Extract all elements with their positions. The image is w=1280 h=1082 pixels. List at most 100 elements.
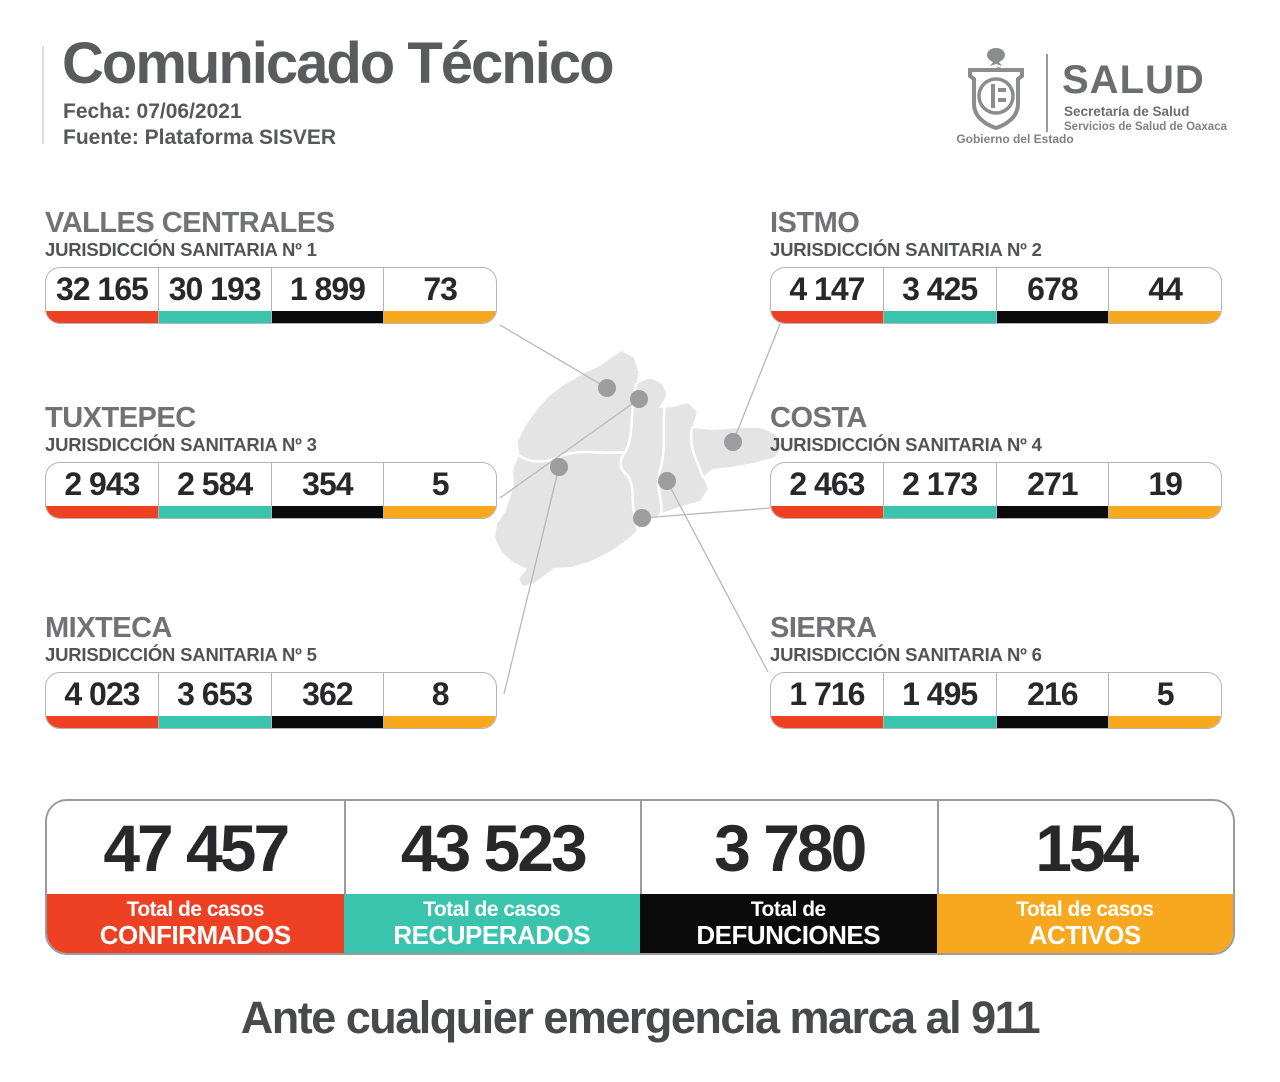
label-line-1: Total de casos: [126, 897, 265, 921]
label-line-2: RECUPERADOS: [393, 919, 591, 950]
region-jurisdiction: JURISDICCIÓN SANITARIA Nº 6: [770, 644, 1042, 665]
region-stats-table: 4 023 3 653 362 8: [45, 672, 497, 729]
region-name: COSTA: [770, 402, 867, 434]
recovered-value: 1 495: [902, 676, 978, 712]
deaths-color-bar: [996, 311, 1109, 323]
crest-caption: Gobierno del Estado: [956, 132, 1074, 146]
confirmed-cell: 1 716: [771, 673, 883, 728]
active-cell: 44: [1108, 268, 1221, 323]
region-jurisdiction: JURISDICCIÓN SANITARIA Nº 4: [770, 434, 1042, 455]
total-deaths-value: 3 780: [640, 801, 937, 894]
region-jurisdiction: JURISDICCIÓN SANITARIA Nº 5: [45, 644, 317, 665]
region-name: ISTMO: [770, 207, 860, 239]
region-stats-table: 1 716 1 495 216 5: [770, 672, 1222, 729]
region-name: VALLES CENTRALES: [45, 207, 335, 239]
active-cell: 5: [1108, 673, 1221, 728]
active-value: 19: [1148, 466, 1183, 502]
recovered-color-bar: [883, 716, 996, 728]
confirmed-value: 1 716: [789, 676, 865, 712]
recovered-color-bar: [883, 506, 996, 518]
deaths-cell: 678: [995, 268, 1109, 323]
connector-lines: [499, 323, 781, 695]
confirmed-cell: 2 463: [771, 463, 883, 518]
active-value: 8: [431, 676, 450, 712]
deaths-color-bar: [271, 716, 384, 728]
deaths-cell: 216: [995, 673, 1109, 728]
active-color-bar: [1109, 716, 1221, 728]
label-line-2: CONFIRMADOS: [99, 919, 291, 950]
active-color-bar: [1109, 506, 1221, 518]
state-crest-icon: [968, 48, 1024, 131]
deaths-color-bar: [996, 716, 1109, 728]
region-card-costa: COSTA JURISDICCIÓN SANITARIA Nº 4 2 463 …: [770, 403, 1222, 519]
oaxaca-state-silhouette: [495, 351, 782, 586]
total-confirmed-label: Total de casos CONFIRMADOS: [47, 894, 344, 953]
region-card-mixteca: MIXTECA JURISDICCIÓN SANITARIA Nº 5 4 02…: [45, 613, 497, 729]
total-active-label: Total de casos ACTIVOS: [936, 894, 1233, 953]
recovered-color-bar: [158, 716, 271, 728]
deaths-value: 354: [302, 466, 353, 502]
region-card-istmo: ISTMO JURISDICCIÓN SANITARIA Nº 2 4 147 …: [770, 208, 1222, 324]
region-name: TUXTEPEC: [45, 402, 196, 434]
label-line-1: Total de casos: [423, 897, 561, 921]
deaths-value: 362: [302, 676, 353, 712]
active-cell: 73: [383, 268, 496, 323]
recovered-cell: 1 495: [882, 673, 996, 728]
recovered-cell: 3 425: [882, 268, 996, 323]
region-stats-table: 4 147 3 425 678 44: [770, 267, 1222, 324]
label-line-2: DEFUNCIONES: [696, 919, 881, 950]
label-line-2: ACTIVOS: [1028, 919, 1142, 950]
region-card-valles-centrales: VALLES CENTRALES JURISDICCIÓN SANITARIA …: [45, 208, 497, 324]
recovered-cell: 30 193: [157, 268, 271, 323]
recovered-value: 3 425: [902, 271, 978, 307]
deaths-color-bar: [271, 311, 384, 323]
label-line-1: Total de casos: [1016, 897, 1154, 921]
region-stats-table: 2 463 2 173 271 19: [770, 462, 1222, 519]
region-jurisdiction: JURISDICCIÓN SANITARIA Nº 2: [770, 239, 1042, 260]
confirmed-value: 2 463: [789, 466, 865, 502]
report-source: Fuente: Plataforma SISVER: [63, 126, 337, 149]
active-value: 44: [1148, 271, 1183, 307]
confirmed-value: 4 147: [789, 271, 865, 307]
confirmed-color-bar: [771, 506, 883, 518]
logo-brand: SALUD: [1062, 58, 1205, 102]
confirmed-color-bar: [771, 311, 883, 323]
total-recovered-label: Total de casos RECUPERADOS: [343, 894, 640, 953]
confirmed-color-bar: [46, 716, 158, 728]
salud-logo: Gobierno del Estado SALUD Secretaría de …: [940, 44, 1240, 154]
active-color-bar: [384, 506, 496, 518]
deaths-value: 216: [1027, 676, 1078, 712]
deaths-value: 678: [1027, 271, 1078, 307]
active-cell: 8: [383, 673, 496, 728]
confirmed-value: 4 023: [64, 676, 140, 712]
report-date: Fecha: 07/06/2021: [63, 100, 242, 123]
total-recovered-value: 43 523: [343, 801, 641, 894]
region-card-sierra: SIERRA JURISDICCIÓN SANITARIA Nº 6 1 716…: [770, 613, 1222, 729]
deaths-cell: 271: [995, 463, 1109, 518]
recovered-value: 30 193: [168, 271, 262, 307]
region-name: MIXTECA: [45, 612, 173, 644]
logo-subtitle-2: Servicios de Salud de Oaxaca: [1064, 121, 1227, 133]
recovered-value: 2 173: [902, 466, 978, 502]
label-line-1: Total de: [750, 897, 826, 921]
region-stats-table: 32 165 30 193 1 899 73: [45, 267, 497, 324]
logo-subtitle-1: Secretaría de Salud: [1064, 104, 1190, 119]
confirmed-cell: 4 147: [771, 268, 883, 323]
region-jurisdiction: JURISDICCIÓN SANITARIA Nº 3: [45, 434, 317, 455]
active-color-bar: [384, 311, 496, 323]
active-value: 73: [423, 271, 458, 307]
recovered-value: 2 584: [177, 466, 253, 502]
logo-divider: [1046, 54, 1048, 132]
active-color-bar: [1109, 311, 1221, 323]
total-active-value: 154: [936, 801, 1234, 894]
region-stats-table: 2 943 2 584 354 5: [45, 462, 497, 519]
active-cell: 19: [1108, 463, 1221, 518]
jurisdiction-dots: [550, 379, 742, 527]
recovered-cell: 3 653: [157, 673, 271, 728]
confirmed-cell: 32 165: [46, 268, 158, 323]
recovered-color-bar: [158, 506, 271, 518]
region-name: SIERRA: [770, 612, 877, 644]
confirmed-value: 32 165: [55, 271, 149, 307]
